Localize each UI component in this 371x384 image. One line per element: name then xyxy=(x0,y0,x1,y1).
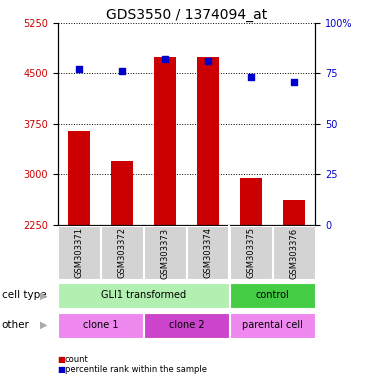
Text: cell type: cell type xyxy=(2,290,46,300)
Bar xyxy=(154,57,176,225)
Text: GSM303372: GSM303372 xyxy=(118,227,127,278)
Bar xyxy=(230,283,315,308)
Title: GDS3550 / 1374094_at: GDS3550 / 1374094_at xyxy=(106,8,267,22)
Bar xyxy=(144,313,229,338)
Bar xyxy=(68,131,90,225)
Text: GSM303371: GSM303371 xyxy=(75,227,83,278)
Bar xyxy=(240,178,262,225)
Text: parental cell: parental cell xyxy=(242,320,303,330)
Text: control: control xyxy=(256,290,289,300)
Point xyxy=(248,74,254,81)
Bar xyxy=(283,200,305,225)
Bar xyxy=(58,283,229,308)
Bar xyxy=(58,226,100,279)
Point xyxy=(291,78,297,84)
Bar xyxy=(144,226,186,279)
Text: count: count xyxy=(65,355,89,364)
Bar xyxy=(273,226,315,279)
Bar xyxy=(111,161,133,225)
Text: percentile rank within the sample: percentile rank within the sample xyxy=(65,365,207,374)
Bar xyxy=(197,57,219,225)
Point xyxy=(76,66,82,73)
Text: GSM303374: GSM303374 xyxy=(203,227,213,278)
Text: GLI1 transformed: GLI1 transformed xyxy=(101,290,186,300)
Bar xyxy=(101,226,143,279)
Point xyxy=(162,56,168,63)
Text: ▶: ▶ xyxy=(40,320,47,330)
Text: GSM303375: GSM303375 xyxy=(246,227,255,278)
Text: clone 2: clone 2 xyxy=(168,320,204,330)
Text: GSM303376: GSM303376 xyxy=(289,227,298,278)
Text: ▶: ▶ xyxy=(40,290,47,300)
Text: clone 1: clone 1 xyxy=(83,320,118,330)
Text: other: other xyxy=(2,320,30,330)
Bar xyxy=(230,313,315,338)
Text: GSM303373: GSM303373 xyxy=(160,227,170,278)
Bar xyxy=(58,313,143,338)
Point xyxy=(119,68,125,74)
Bar xyxy=(230,226,272,279)
Point xyxy=(205,58,211,65)
Text: ■: ■ xyxy=(58,365,65,374)
Bar xyxy=(187,226,229,279)
Text: ■: ■ xyxy=(58,355,65,364)
